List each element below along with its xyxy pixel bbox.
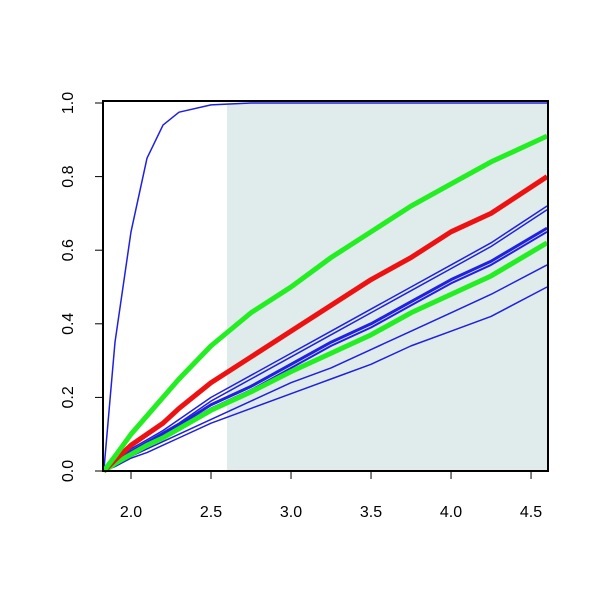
- series-line: [103, 286, 548, 472]
- series-line: [103, 133, 548, 473]
- series-line: [103, 209, 548, 472]
- x-tick-label: 3.0: [280, 504, 302, 521]
- series-line: [103, 240, 548, 473]
- x-tick-label: 2.5: [200, 504, 222, 521]
- x-tick-label: 4.5: [520, 504, 542, 521]
- y-tick-label: 0.6: [60, 239, 77, 261]
- series-line: [103, 102, 548, 472]
- series-line: [103, 205, 548, 472]
- x-tick-label: 4.0: [440, 504, 462, 521]
- shaded-region: [227, 103, 548, 471]
- series-line: [103, 174, 548, 473]
- y-tick-label: 0.8: [60, 165, 77, 187]
- y-tick-label: 0.0: [60, 460, 77, 482]
- x-tick-label: 2.0: [120, 504, 142, 521]
- y-tick-label: 1.0: [60, 92, 77, 114]
- plot-frame: [102, 100, 549, 472]
- x-tick-label: 3.5: [360, 504, 382, 521]
- y-tick-label: 0.4: [60, 313, 77, 335]
- y-tick-label: 0.2: [60, 386, 77, 408]
